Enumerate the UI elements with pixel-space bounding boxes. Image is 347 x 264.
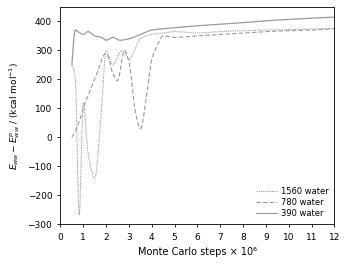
1560 water xyxy=(268,29,272,32)
780 water xyxy=(188,35,193,38)
390 water xyxy=(245,21,249,24)
390 water xyxy=(332,16,337,19)
780 water xyxy=(332,27,337,30)
1560 water xyxy=(70,63,74,67)
1560 water xyxy=(332,27,337,30)
Line: 390 water: 390 water xyxy=(72,17,335,65)
1560 water xyxy=(77,214,82,217)
390 water xyxy=(188,25,193,28)
780 water xyxy=(116,78,120,81)
Line: 1560 water: 1560 water xyxy=(72,28,335,215)
390 water xyxy=(268,19,272,22)
780 water xyxy=(70,136,74,139)
390 water xyxy=(225,22,229,25)
Line: 780 water: 780 water xyxy=(72,29,335,137)
780 water xyxy=(268,30,272,33)
780 water xyxy=(137,126,142,129)
390 water xyxy=(116,38,120,41)
1560 water xyxy=(225,30,229,33)
1560 water xyxy=(138,38,142,41)
390 water xyxy=(70,63,74,67)
390 water xyxy=(137,33,142,36)
1560 water xyxy=(189,31,193,34)
Legend: 1560 water, 780 water, 390 water: 1560 water, 780 water, 390 water xyxy=(254,186,330,220)
780 water xyxy=(245,31,249,34)
780 water xyxy=(225,32,229,36)
1560 water xyxy=(246,29,250,32)
1560 water xyxy=(117,53,121,56)
Y-axis label: $E_{ww} - E^p_{ww}$ / (kcal mol$^{-1}$): $E_{ww} - E^p_{ww}$ / (kcal mol$^{-1}$) xyxy=(7,62,22,169)
X-axis label: Monte Carlo steps × 10⁶: Monte Carlo steps × 10⁶ xyxy=(138,247,257,257)
